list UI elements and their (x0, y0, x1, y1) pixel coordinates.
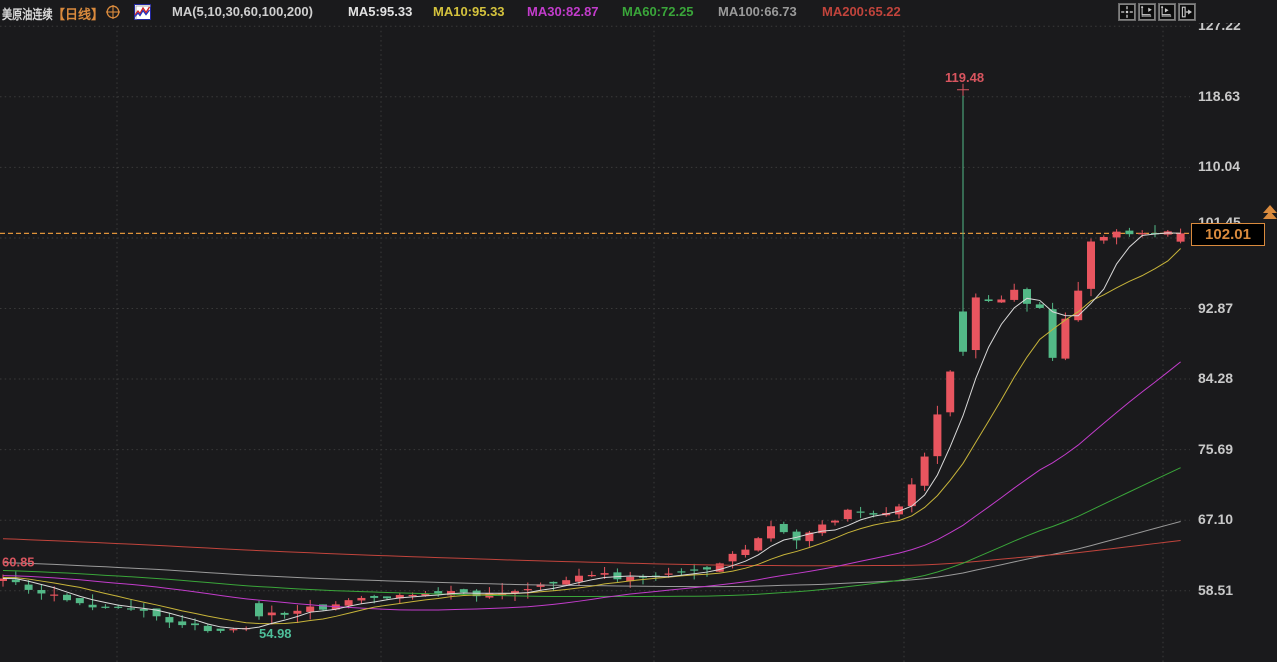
svg-text:54.98: 54.98 (259, 626, 292, 641)
svg-text:60.85: 60.85 (2, 555, 35, 570)
svg-text:119.48: 119.48 (945, 70, 984, 85)
